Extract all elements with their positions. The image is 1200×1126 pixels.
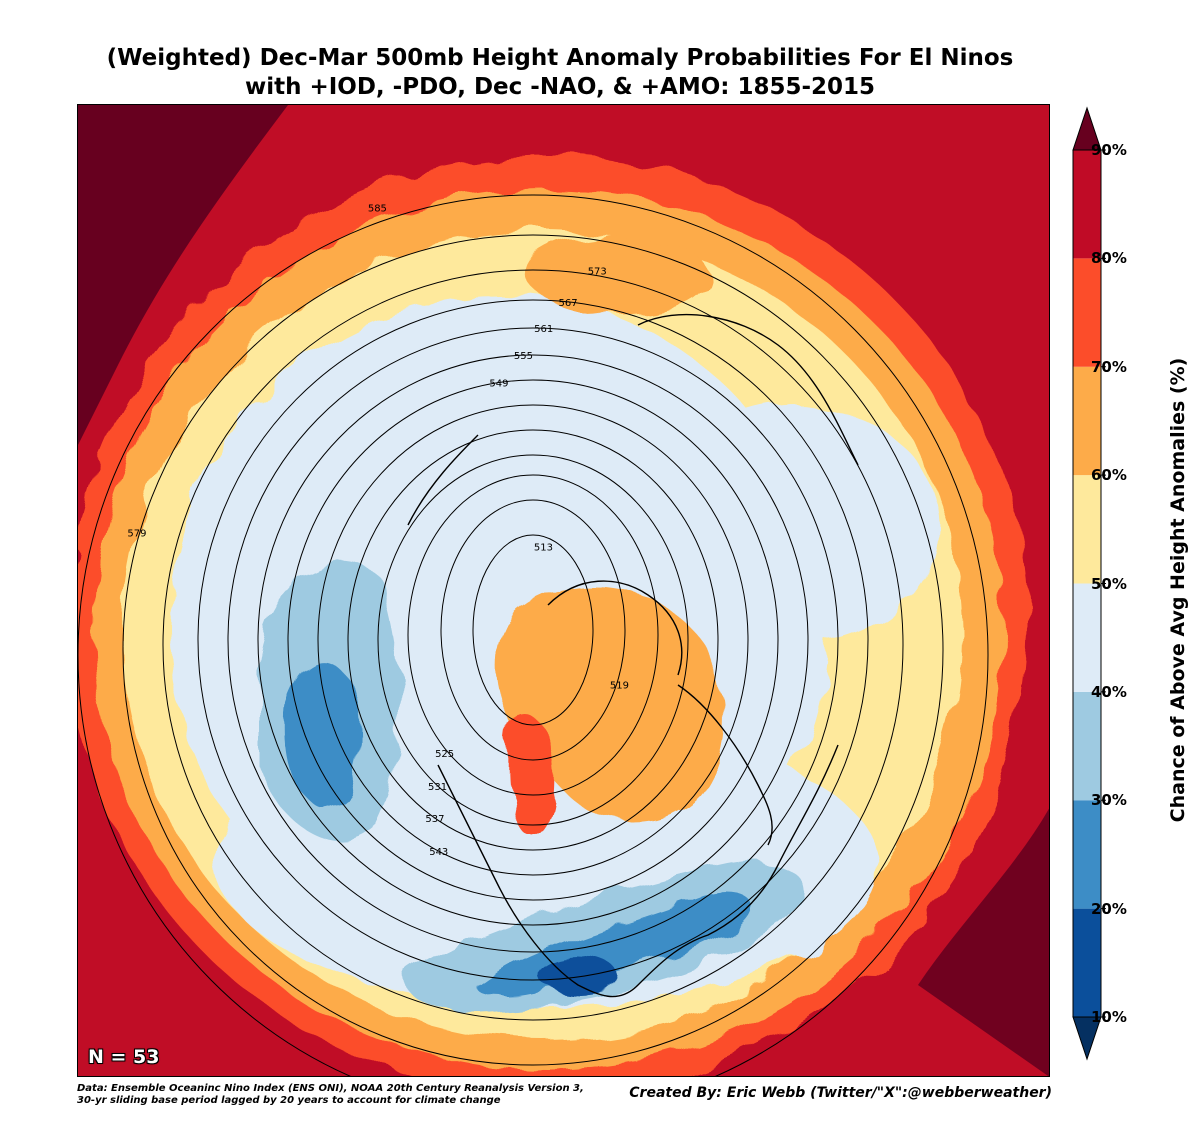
- band-90-plus-nw: [78, 105, 288, 445]
- contour-label: 519: [610, 680, 629, 691]
- contour-label: 537: [425, 814, 444, 825]
- colorbar-segment: [1073, 366, 1101, 476]
- colorbar-tick-label: 40%: [1091, 682, 1127, 701]
- colorbar-segment: [1073, 800, 1101, 909]
- contour-label: 555: [514, 351, 533, 362]
- contour-label: 549: [489, 379, 508, 390]
- contour-567: [197, 299, 869, 981]
- colorbar-tick-label: 60%: [1091, 466, 1127, 485]
- height-contours: [78, 194, 989, 1076]
- colorbar-tick-label: 20%: [1091, 899, 1127, 918]
- coastlines: [407, 313, 859, 998]
- contour-573: [162, 269, 904, 1021]
- colorbar-segment: [1073, 691, 1101, 801]
- contour-585: [78, 194, 989, 1076]
- contour-label: 543: [429, 847, 448, 858]
- probability-map: 513 519 525 531 537 543 549 555 561 567 573 579 585 …: [77, 104, 1050, 1077]
- sample-size-label: N = 53: [88, 1046, 160, 1068]
- greenland-coast: [677, 684, 773, 846]
- colorbar-segment: [1073, 583, 1101, 692]
- contour-525: [407, 474, 659, 796]
- contour-label: 561: [534, 324, 553, 335]
- arctic-coast: [547, 580, 683, 676]
- title-line-2: with +IOD, -PDO, Dec -NAO, & +AMO: 1855-…: [244, 74, 876, 100]
- title-line-1: (Weighted) Dec-Mar 500mb Height Anomaly …: [106, 45, 1014, 71]
- contour-519: [440, 499, 626, 761]
- colorbar-tick-label: 70%: [1091, 357, 1127, 376]
- band-20-30-pacific: [286, 663, 361, 805]
- colorbar-tick-label: 80%: [1091, 249, 1127, 268]
- contour-label: 585: [368, 204, 387, 215]
- credit-text: Created By: Eric Webb (Twitter/"X":@webb…: [629, 1085, 1052, 1101]
- north-america-coast: [437, 744, 839, 998]
- colorbar-tick-label: 90%: [1091, 141, 1127, 159]
- contour-label: 579: [127, 529, 146, 540]
- colorbar-segment: [1073, 475, 1101, 584]
- contour-543: [317, 404, 749, 876]
- contour-label: 525: [435, 749, 454, 760]
- contour-label: 567: [558, 298, 577, 309]
- band-60-70-north: [528, 235, 708, 315]
- colorbar-segment: [1073, 258, 1101, 367]
- contour-531: [377, 454, 689, 826]
- colorbar-segment: [1073, 908, 1101, 1017]
- colorbar-segment: [1073, 150, 1101, 259]
- data-source-line-2: 30-yr sliding base period lagged by 20 y…: [77, 1095, 501, 1106]
- band-10-20-gulf: [538, 957, 618, 993]
- contour-513: [472, 534, 594, 726]
- probability-shading: [78, 105, 1049, 1076]
- contour-555: [257, 354, 809, 926]
- colorbar-label: Chance of Above Avg Height Anomalies (%): [1167, 357, 1189, 823]
- siberia-coast: [407, 434, 479, 526]
- band-60-70-arctic: [497, 587, 724, 822]
- colorbar-tick-label: 10%: [1091, 1008, 1127, 1026]
- map-canvas: 513 519 525 531 537 543 549 555 561 567 573 579 585: [78, 105, 1049, 1076]
- colorbar-tick-label: 30%: [1091, 791, 1127, 810]
- data-source-line-1: Data: Ensemble Oceaninc Nino Index (ENS …: [77, 1083, 584, 1094]
- contour-label: 573: [588, 267, 607, 278]
- band-40-50-east: [658, 405, 938, 645]
- eurasia-coast: [637, 313, 859, 466]
- contour-579: [122, 234, 944, 1066]
- contour-561: [227, 327, 839, 953]
- colorbar-ticks: 90% 80% 70% 60% 50% 40% 30% 20% 10%: [1070, 104, 1200, 1074]
- contour-537: [347, 429, 719, 851]
- colorbar-tick-label: 50%: [1091, 574, 1127, 593]
- contour-label: 531: [428, 782, 447, 793]
- colorbar: [1072, 106, 1106, 1061]
- contour-label: 513: [534, 542, 553, 553]
- contour-549: [287, 379, 779, 901]
- band-90-plus-se: [918, 808, 1049, 1076]
- map-title: (Weighted) Dec-Mar 500mb Height Anomaly …: [0, 44, 1120, 102]
- band-70-80-arctic: [509, 713, 554, 835]
- data-source-note: Data: Ensemble Oceaninc Nino Index (ENS …: [77, 1083, 584, 1107]
